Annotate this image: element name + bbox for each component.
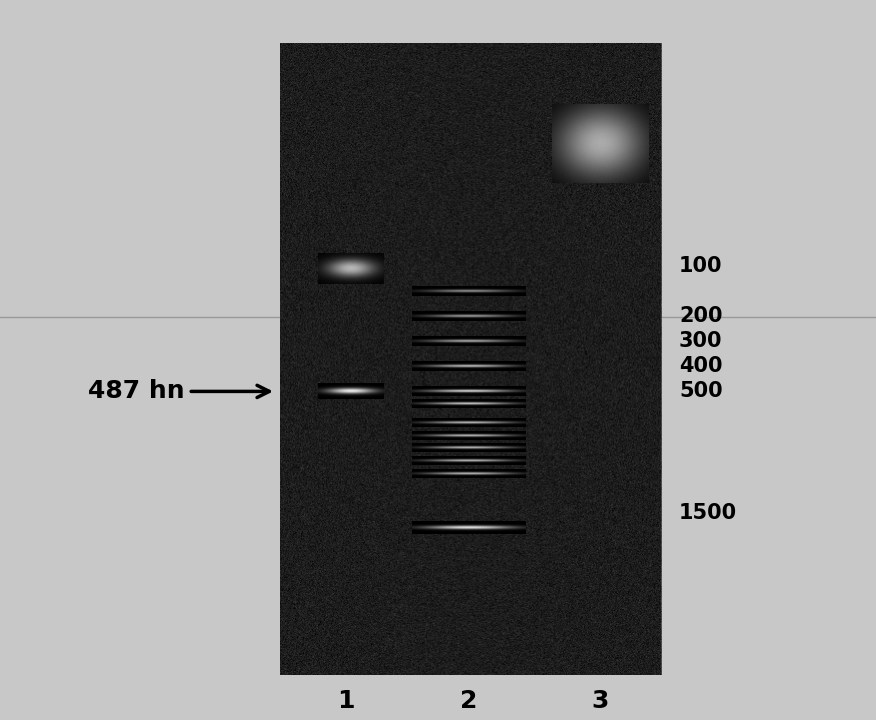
Text: 1500: 1500 (679, 503, 737, 523)
Text: 500: 500 (679, 382, 723, 402)
Bar (280, 43, 661, 675)
Text: 2: 2 (460, 690, 477, 714)
Text: 200: 200 (679, 306, 723, 326)
Text: 3: 3 (591, 690, 609, 714)
Text: 100: 100 (679, 256, 723, 276)
Text: 300: 300 (679, 331, 723, 351)
Text: 487 hn: 487 hn (88, 379, 184, 403)
Text: 1: 1 (337, 690, 355, 714)
Text: 400: 400 (679, 356, 723, 377)
